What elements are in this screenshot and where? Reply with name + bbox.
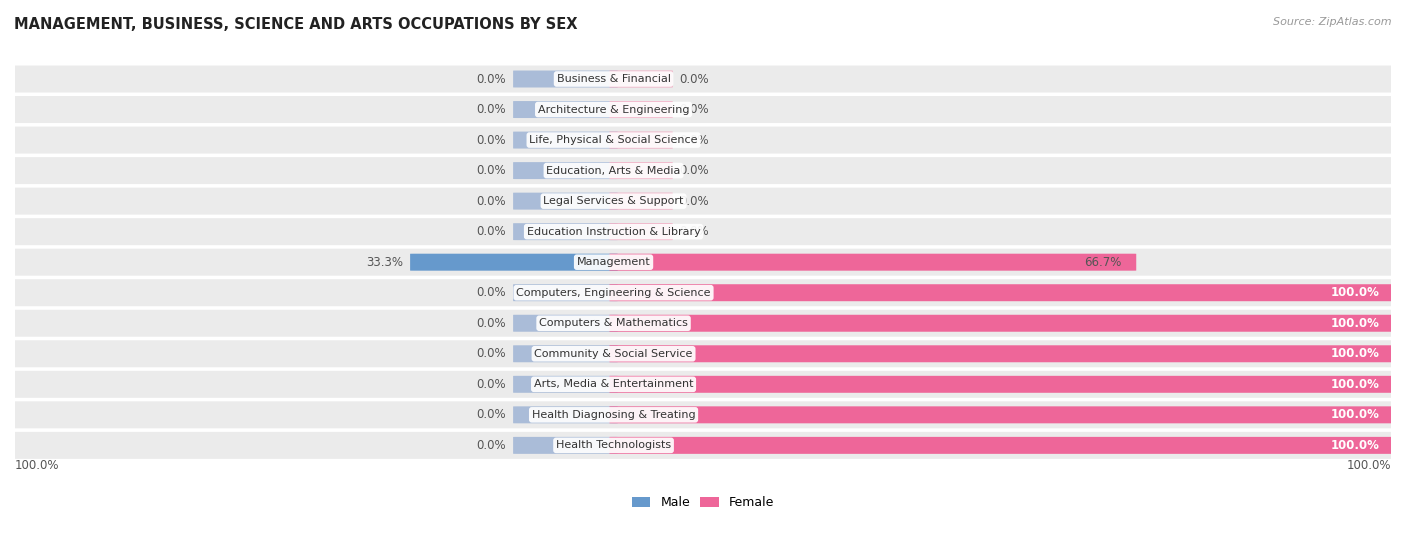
FancyBboxPatch shape (609, 101, 672, 118)
FancyBboxPatch shape (609, 437, 1395, 454)
Text: 0.0%: 0.0% (679, 195, 709, 208)
Text: 0.0%: 0.0% (477, 378, 506, 391)
FancyBboxPatch shape (13, 279, 1393, 306)
FancyBboxPatch shape (13, 96, 1393, 123)
FancyBboxPatch shape (609, 254, 1136, 271)
Text: 0.0%: 0.0% (477, 133, 506, 147)
Text: 0.0%: 0.0% (477, 317, 506, 330)
Text: Community & Social Service: Community & Social Service (534, 349, 693, 359)
Text: 33.3%: 33.3% (366, 256, 404, 269)
Text: 0.0%: 0.0% (679, 225, 709, 238)
Text: Computers & Mathematics: Computers & Mathematics (538, 318, 688, 328)
Text: 0.0%: 0.0% (679, 164, 709, 177)
FancyBboxPatch shape (609, 193, 672, 210)
Text: Health Technologists: Health Technologists (555, 440, 671, 450)
Text: 0.0%: 0.0% (477, 286, 506, 299)
FancyBboxPatch shape (411, 254, 617, 271)
Text: 0.0%: 0.0% (477, 408, 506, 421)
FancyBboxPatch shape (13, 249, 1393, 276)
FancyBboxPatch shape (609, 70, 672, 88)
Text: Health Diagnosing & Treating: Health Diagnosing & Treating (531, 410, 696, 420)
FancyBboxPatch shape (609, 132, 672, 148)
Text: 100.0%: 100.0% (1331, 439, 1381, 452)
FancyBboxPatch shape (513, 223, 617, 240)
FancyBboxPatch shape (513, 406, 617, 424)
Text: 0.0%: 0.0% (477, 439, 506, 452)
FancyBboxPatch shape (513, 345, 617, 362)
Text: 0.0%: 0.0% (477, 73, 506, 85)
FancyBboxPatch shape (13, 432, 1393, 459)
Text: 0.0%: 0.0% (477, 347, 506, 360)
FancyBboxPatch shape (13, 187, 1393, 215)
FancyBboxPatch shape (513, 101, 617, 118)
FancyBboxPatch shape (513, 70, 617, 88)
FancyBboxPatch shape (513, 315, 617, 332)
FancyBboxPatch shape (513, 376, 617, 393)
Text: 100.0%: 100.0% (1331, 408, 1381, 421)
Text: 0.0%: 0.0% (679, 73, 709, 85)
Text: 100.0%: 100.0% (1347, 459, 1391, 472)
FancyBboxPatch shape (609, 406, 1395, 424)
FancyBboxPatch shape (13, 127, 1393, 153)
Text: Arts, Media & Entertainment: Arts, Media & Entertainment (534, 379, 693, 389)
Text: 0.0%: 0.0% (477, 164, 506, 177)
FancyBboxPatch shape (13, 310, 1393, 336)
FancyBboxPatch shape (609, 284, 1395, 301)
Text: 100.0%: 100.0% (15, 459, 59, 472)
FancyBboxPatch shape (513, 284, 617, 301)
Text: Education, Arts & Media: Education, Arts & Media (547, 166, 681, 176)
FancyBboxPatch shape (609, 223, 672, 240)
Text: 0.0%: 0.0% (477, 103, 506, 116)
FancyBboxPatch shape (13, 157, 1393, 184)
Text: Architecture & Engineering: Architecture & Engineering (538, 104, 689, 114)
Text: Computers, Engineering & Science: Computers, Engineering & Science (516, 288, 711, 298)
Text: 100.0%: 100.0% (1331, 378, 1381, 391)
Text: Management: Management (576, 257, 651, 267)
Text: Legal Services & Support: Legal Services & Support (543, 196, 683, 206)
Text: Source: ZipAtlas.com: Source: ZipAtlas.com (1274, 17, 1392, 27)
FancyBboxPatch shape (609, 345, 1395, 362)
FancyBboxPatch shape (13, 65, 1393, 93)
Text: Business & Financial: Business & Financial (557, 74, 671, 84)
FancyBboxPatch shape (513, 162, 617, 179)
FancyBboxPatch shape (13, 340, 1393, 367)
FancyBboxPatch shape (609, 315, 1395, 332)
Text: 66.7%: 66.7% (1084, 256, 1121, 269)
FancyBboxPatch shape (13, 371, 1393, 398)
Text: MANAGEMENT, BUSINESS, SCIENCE AND ARTS OCCUPATIONS BY SEX: MANAGEMENT, BUSINESS, SCIENCE AND ARTS O… (14, 17, 578, 32)
FancyBboxPatch shape (513, 193, 617, 210)
Legend: Male, Female: Male, Female (627, 491, 779, 514)
FancyBboxPatch shape (609, 162, 672, 179)
Text: 0.0%: 0.0% (477, 195, 506, 208)
Text: Life, Physical & Social Science: Life, Physical & Social Science (529, 135, 697, 145)
Text: 0.0%: 0.0% (679, 133, 709, 147)
FancyBboxPatch shape (13, 401, 1393, 429)
Text: 100.0%: 100.0% (1331, 317, 1381, 330)
FancyBboxPatch shape (513, 132, 617, 148)
Text: 100.0%: 100.0% (1331, 347, 1381, 360)
FancyBboxPatch shape (609, 376, 1395, 393)
Text: 100.0%: 100.0% (1331, 286, 1381, 299)
Text: 0.0%: 0.0% (679, 103, 709, 116)
Text: 0.0%: 0.0% (477, 225, 506, 238)
FancyBboxPatch shape (513, 437, 617, 454)
Text: Education Instruction & Library: Education Instruction & Library (527, 227, 700, 237)
FancyBboxPatch shape (13, 218, 1393, 245)
